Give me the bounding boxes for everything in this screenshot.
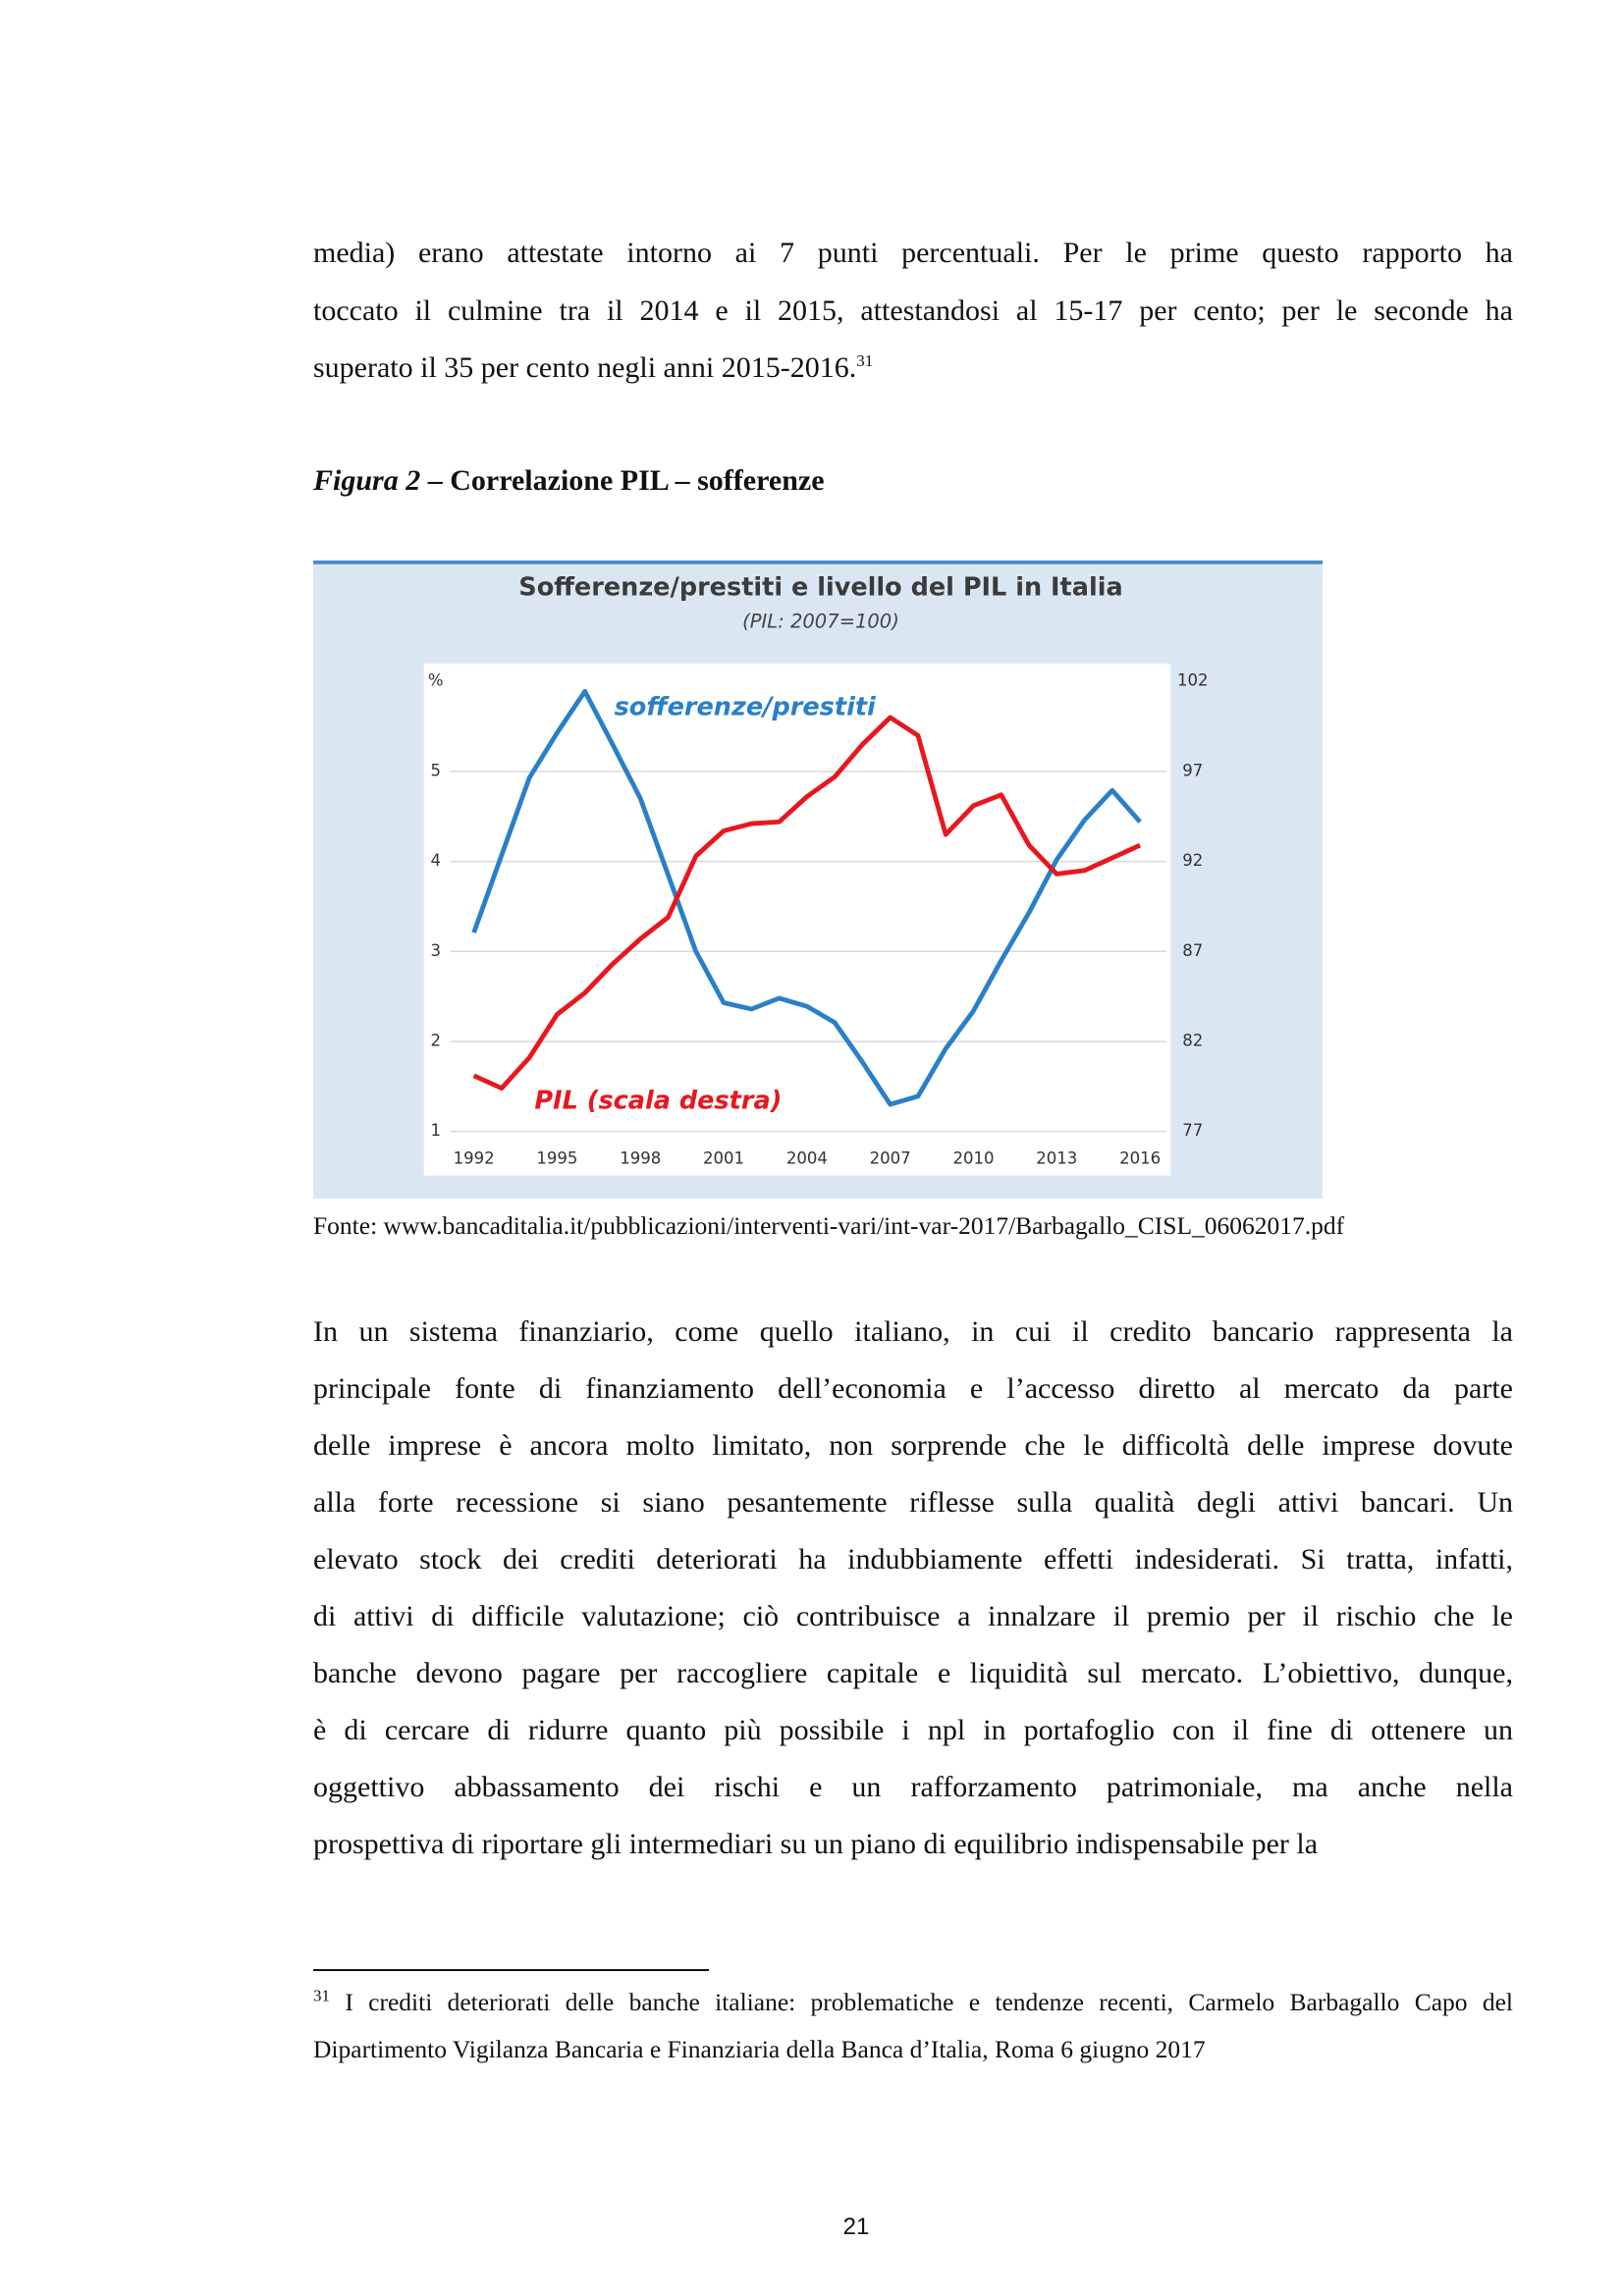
x-tick-label: 2007 — [870, 1149, 911, 1168]
text-line: superato il 35 per cento negli anni 2015… — [313, 351, 857, 385]
x-tick-label: 1992 — [454, 1149, 495, 1168]
text-line: media) erano attestate intorno ai 7 punt… — [313, 237, 1513, 269]
y2-tick-label: 87 — [1182, 941, 1203, 960]
y2-tick-label: 77 — [1182, 1121, 1203, 1140]
y2-tick-label: 82 — [1182, 1031, 1203, 1049]
text-line: di attivi di difficile valutazione; ciò … — [313, 1600, 1513, 1632]
source: Fonte: www.bancaditalia.it/pubblicazioni… — [313, 1211, 1345, 1240]
text-line: toccato il culmine tra il 2014 e il 2015… — [313, 294, 1513, 327]
text-line: elevato stock dei crediti deteriorati ha… — [313, 1543, 1513, 1575]
chart-top-rule — [313, 561, 1323, 564]
x-tick-label: 2010 — [952, 1149, 994, 1168]
y-tick-label: 3 — [430, 941, 441, 960]
page-number: 21 — [842, 2214, 870, 2240]
chart-title: Sofferenze/prestiti e livello del PIL in… — [518, 573, 1122, 603]
series-label: PIL (scala destra) — [534, 1087, 782, 1116]
figure-label: Figura 2 — [313, 464, 421, 497]
x-tick-label: 2013 — [1036, 1149, 1077, 1168]
text-line: In un sistema finanziario, come quello i… — [313, 1315, 1513, 1348]
x-tick-label: 2004 — [786, 1149, 828, 1168]
y2-tick-label: 97 — [1182, 761, 1203, 779]
y-tick-label: 1 — [430, 1121, 441, 1140]
series-line — [471, 688, 1142, 1107]
figure-caption: Figura 2 – Correlazione PIL – sofferenze — [313, 461, 1513, 501]
text-line: banche devono pagare per raccogliere cap… — [313, 1657, 1513, 1689]
chart: Sofferenze/prestiti e livello del PIL in… — [313, 561, 1323, 1199]
y2-tick-label: 92 — [1182, 851, 1203, 870]
footnote-ref: 31 — [856, 351, 874, 371]
y-tick-label: 4 — [430, 851, 441, 870]
text-line: superato il 35 per cento negli anni 2015… — [313, 348, 1513, 388]
y-axis-label: % — [428, 671, 444, 690]
figure-text: – Correlazione PIL – sofferenze — [427, 464, 825, 497]
text-line: prospettiva di riportare gli intermediar… — [313, 1828, 1319, 1860]
y2-tick-label: 102 — [1177, 671, 1209, 690]
y-tick-label: 5 — [430, 761, 441, 779]
x-tick-label: 2016 — [1119, 1149, 1161, 1168]
text-line: oggettivo abbassamento dei rischi e un r… — [313, 1771, 1513, 1803]
footnote-text: I crediti deteriorati delle banche itali… — [345, 1988, 1514, 2016]
footnote-text: Dipartimento Vigilanza Bancaria e Finanz… — [313, 2035, 1206, 2063]
text-line: principale fonte di finanziamento dell’e… — [313, 1372, 1513, 1405]
x-tick-label: 1998 — [620, 1149, 661, 1168]
footnote-line: Dipartimento Vigilanza Bancaria e Finanz… — [313, 2030, 1513, 2069]
footnote-line: 31 I crediti deteriorati delle banche it… — [313, 1983, 1513, 2022]
text-line: alla forte recessione si siano pesanteme… — [313, 1486, 1513, 1519]
chart-subtitle: (PIL: 2007=100) — [742, 611, 899, 633]
footnote-number: 31 — [313, 1986, 330, 2005]
text-line: è di cercare di ridurre quanto più possi… — [313, 1714, 1513, 1746]
text-line: delle imprese è ancora molto limitato, n… — [313, 1429, 1513, 1462]
y-tick-label: 2 — [430, 1031, 441, 1049]
footnote-rule — [313, 1969, 709, 1971]
x-tick-label: 1995 — [536, 1149, 577, 1168]
x-tick-label: 2001 — [703, 1149, 744, 1168]
series-label: sofferenze/prestiti — [615, 692, 877, 721]
series-line — [472, 715, 1142, 1092]
